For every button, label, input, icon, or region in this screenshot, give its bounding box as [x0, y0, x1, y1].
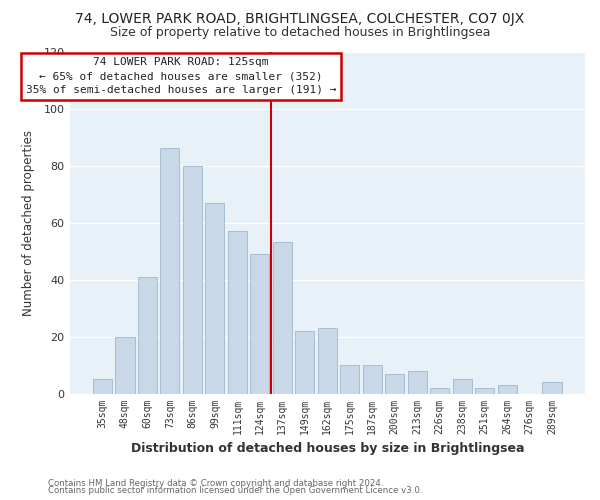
- Bar: [205, 202, 224, 394]
- Bar: [542, 382, 562, 394]
- Text: 74, LOWER PARK ROAD, BRIGHTLINGSEA, COLCHESTER, CO7 0JX: 74, LOWER PARK ROAD, BRIGHTLINGSEA, COLC…: [76, 12, 524, 26]
- Text: 74 LOWER PARK ROAD: 125sqm
← 65% of detached houses are smaller (352)
35% of sem: 74 LOWER PARK ROAD: 125sqm ← 65% of deta…: [26, 57, 337, 95]
- Bar: [115, 336, 134, 394]
- Bar: [475, 388, 494, 394]
- Bar: [93, 380, 112, 394]
- Bar: [160, 148, 179, 394]
- Text: Contains HM Land Registry data © Crown copyright and database right 2024.: Contains HM Land Registry data © Crown c…: [48, 478, 383, 488]
- Bar: [228, 231, 247, 394]
- Bar: [340, 365, 359, 394]
- X-axis label: Distribution of detached houses by size in Brightlingsea: Distribution of detached houses by size …: [131, 442, 524, 455]
- Bar: [407, 371, 427, 394]
- Bar: [497, 385, 517, 394]
- Bar: [452, 380, 472, 394]
- Bar: [385, 374, 404, 394]
- Bar: [138, 276, 157, 394]
- Bar: [183, 166, 202, 394]
- Bar: [318, 328, 337, 394]
- Bar: [295, 331, 314, 394]
- Bar: [273, 242, 292, 394]
- Bar: [362, 365, 382, 394]
- Bar: [250, 254, 269, 394]
- Y-axis label: Number of detached properties: Number of detached properties: [22, 130, 35, 316]
- Text: Contains public sector information licensed under the Open Government Licence v3: Contains public sector information licen…: [48, 486, 422, 495]
- Bar: [430, 388, 449, 394]
- Text: Size of property relative to detached houses in Brightlingsea: Size of property relative to detached ho…: [110, 26, 490, 39]
